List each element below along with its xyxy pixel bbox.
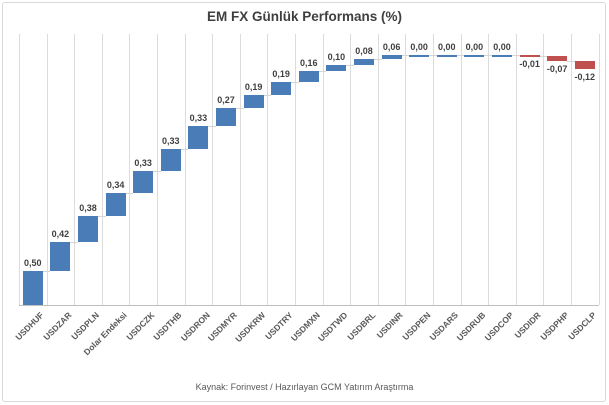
gridline xyxy=(515,33,517,305)
gridline xyxy=(460,33,462,305)
gridline xyxy=(571,33,572,305)
gridline xyxy=(350,33,352,305)
value-label-USDTWD: 0,10 xyxy=(327,51,346,62)
waterfall-bar-USDPLN xyxy=(78,216,98,243)
waterfall-bar-USDTHB xyxy=(160,148,181,172)
value-label-USDPLN: 0,38 xyxy=(79,203,97,214)
waterfall-bar-USDRUB xyxy=(464,55,485,58)
waterfall-bar-USDCOP xyxy=(492,55,512,58)
connector-line xyxy=(429,55,437,57)
gridline xyxy=(405,33,407,305)
value-label-USDRUB: 0,00 xyxy=(465,42,484,53)
waterfall-bar-USDMYR xyxy=(216,108,236,127)
gridline xyxy=(74,33,76,305)
value-label-USDARS: 0,00 xyxy=(438,42,456,53)
connector-line xyxy=(456,55,465,57)
connector-line xyxy=(484,55,492,57)
waterfall-bar-USDARS xyxy=(436,55,457,58)
value-label-USDRON: 0,33 xyxy=(189,113,208,124)
value-label-USDINR: 0,06 xyxy=(382,42,401,53)
waterfall-bar-USDKRW xyxy=(243,95,264,108)
waterfall-bar-USDCLP xyxy=(574,60,595,69)
value-label-USDHUF: 0,50 xyxy=(24,257,42,268)
waterfall-bar-USDZAR xyxy=(50,242,71,271)
value-label-USDMYR: 0,27 xyxy=(217,95,235,106)
value-label-USDTHB: 0,33 xyxy=(162,135,180,146)
value-label-USDTRY: 0,19 xyxy=(272,69,290,80)
value-label-USDPEN: 0,00 xyxy=(410,42,428,53)
value-label-USDIDR: -0,01 xyxy=(519,58,540,69)
waterfall-bar-USDHUF xyxy=(22,270,43,305)
connector-line xyxy=(42,270,51,272)
gridline xyxy=(239,33,241,305)
waterfall-bar-USDIDR xyxy=(519,55,540,58)
x-axis-line xyxy=(19,304,599,306)
value-label-USDMXN: 0,16 xyxy=(300,58,318,69)
gridline xyxy=(322,33,324,305)
value-label-Dolar Endeksi: 0,34 xyxy=(106,180,125,191)
gridline xyxy=(598,33,600,305)
value-label-USDKRW: 0,19 xyxy=(244,82,263,93)
gridline xyxy=(295,33,296,305)
value-label-USDPHP: -0,07 xyxy=(546,63,568,74)
gridline xyxy=(433,33,434,305)
gridline xyxy=(267,33,269,305)
value-label-USDCLP: -0,12 xyxy=(574,71,596,82)
chart-title: EM FX Günlük Performans (%) xyxy=(206,9,403,24)
connector-line xyxy=(208,126,216,128)
value-label-USDCOP: 0,00 xyxy=(493,42,511,53)
connector-line xyxy=(125,193,134,195)
waterfall-bar-USDPHP xyxy=(547,55,568,61)
waterfall-bar-USDPEN xyxy=(409,55,430,58)
waterfall-bar-USDCZK xyxy=(133,171,154,194)
waterfall-bar-USDRON xyxy=(188,126,209,149)
waterfall-bar-USDINR xyxy=(381,55,402,60)
source-note: Kaynak: Forinvest / Hazırlayan GCM Yatır… xyxy=(195,382,414,392)
value-label-USDZAR: 0,42 xyxy=(51,229,70,240)
waterfall-bar-USDMXN xyxy=(298,71,319,83)
value-label-USDCZK: 0,33 xyxy=(134,158,152,169)
gridline xyxy=(212,33,214,305)
gridline xyxy=(184,33,186,305)
waterfall-bar-USDTWD xyxy=(326,64,347,72)
connector-line xyxy=(98,216,106,218)
gridline xyxy=(129,33,131,305)
connector-line xyxy=(153,171,161,173)
waterfall-bar-USDTRY xyxy=(271,82,292,96)
connector-line xyxy=(70,242,78,244)
gridline xyxy=(46,33,48,305)
gridline xyxy=(19,33,20,305)
waterfall-bar-USDBRL xyxy=(354,59,374,65)
gridline xyxy=(101,33,103,305)
connector-line xyxy=(291,82,299,84)
connector-line xyxy=(539,55,548,57)
connector-line xyxy=(263,95,272,97)
waterfall-bar-Dolar Endeksi xyxy=(105,193,126,217)
connector-line xyxy=(401,55,410,57)
value-label-USDBRL: 0,08 xyxy=(355,46,373,57)
gridline xyxy=(157,33,158,305)
connector-line xyxy=(567,60,575,62)
connector-line xyxy=(236,108,244,110)
connector-line xyxy=(512,55,520,57)
connector-line xyxy=(374,59,382,61)
connector-line xyxy=(180,148,189,150)
gridline xyxy=(377,33,379,305)
connector-line xyxy=(318,71,327,73)
gridline xyxy=(543,33,545,305)
connector-line xyxy=(346,64,354,66)
gridline xyxy=(488,33,490,305)
